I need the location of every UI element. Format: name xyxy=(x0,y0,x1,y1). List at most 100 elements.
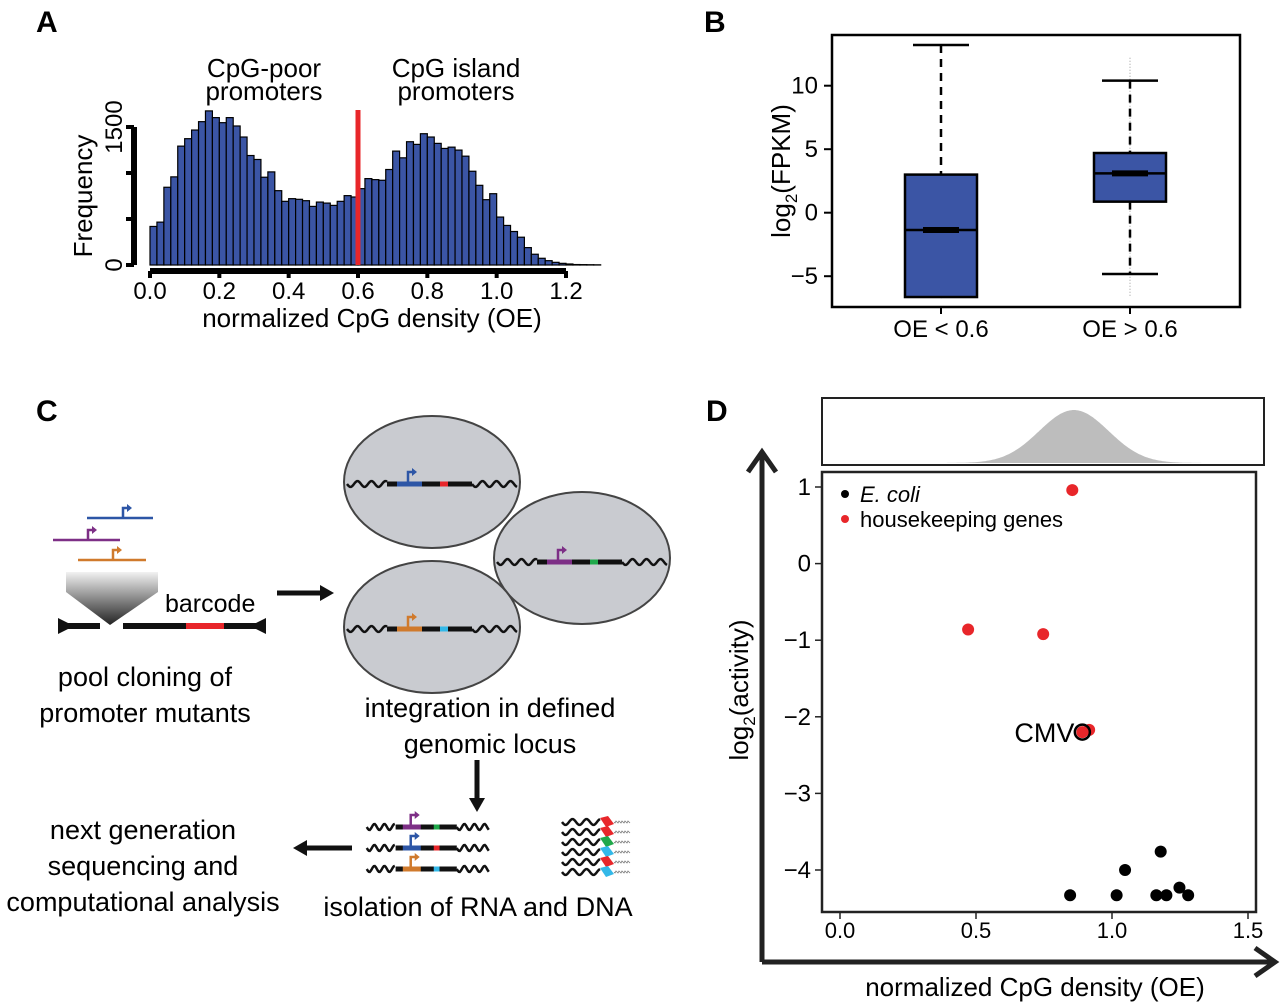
histogram-bar xyxy=(530,253,539,266)
histogram-bar xyxy=(156,221,165,266)
box xyxy=(1092,151,1168,203)
promoter-arrowhead xyxy=(414,832,420,840)
histogram-bar xyxy=(371,179,380,266)
histogram-bar xyxy=(281,200,290,266)
genomic-dna-right xyxy=(621,557,668,567)
rna-molecule xyxy=(561,847,601,857)
histogram-bar xyxy=(260,176,269,266)
histogram-bar xyxy=(392,150,401,266)
histogram-bar xyxy=(211,117,220,266)
histogram-bar xyxy=(489,193,498,266)
histogram-bar xyxy=(516,236,526,266)
histogram-bar xyxy=(482,199,491,266)
promoter-library xyxy=(53,504,153,562)
histogram-bar xyxy=(225,117,234,266)
histogram-bar xyxy=(253,158,262,266)
ecoli-point xyxy=(1110,889,1123,902)
histogram-bar xyxy=(197,121,207,266)
annotation-cpg-island: CpG island xyxy=(392,53,521,83)
genomic-dna-left xyxy=(346,624,388,634)
polya-tail xyxy=(613,830,631,834)
genomic-dna-right xyxy=(455,864,490,874)
step2-caption-line1: integration in defined xyxy=(365,693,616,723)
histogram-bar xyxy=(544,260,553,266)
histogram-bar xyxy=(329,204,338,266)
histogram-bar xyxy=(447,146,456,266)
y-tick-label: 1 xyxy=(798,474,811,501)
rna-molecule xyxy=(561,817,601,827)
x-tick-label: 0.8 xyxy=(411,278,444,305)
arrow-down-icon xyxy=(469,760,485,812)
promoter-arrowhead xyxy=(412,613,417,621)
polya-tail xyxy=(613,820,631,824)
barcode-label: barcode xyxy=(165,590,255,618)
promoter-arrowhead xyxy=(414,811,420,819)
rna-barcode-tag xyxy=(600,826,614,837)
histogram-bar xyxy=(177,145,186,266)
promoter-flag-icon xyxy=(409,813,416,825)
y-axis-label: log2(FPKM) xyxy=(766,104,801,238)
cmv-marker xyxy=(1073,723,1092,741)
arrow-right-icon xyxy=(277,585,334,601)
x-tick-label: 0.2 xyxy=(203,278,236,305)
x-tick-label: 0.4 xyxy=(272,278,305,305)
legend-marker-ecoli xyxy=(841,490,849,498)
x-axis-label: normalized CpG density (OE) xyxy=(865,972,1205,1002)
rna-molecule xyxy=(561,827,601,837)
histogram-bar xyxy=(191,129,200,266)
ecoli-point xyxy=(1173,881,1186,894)
histogram-bar xyxy=(509,230,519,266)
genomic-dna-left xyxy=(365,864,396,874)
promoter-flag-icon xyxy=(406,615,413,627)
histogram-bar xyxy=(523,247,532,266)
ecoli-point xyxy=(1154,845,1167,858)
histogram-bar xyxy=(267,171,276,266)
panel-label-b: B xyxy=(704,6,726,39)
promoter-flag-icon xyxy=(121,506,128,518)
rna-barcode-tag xyxy=(600,816,614,827)
histogram-bar xyxy=(385,168,394,266)
housekeeping-point xyxy=(1076,726,1089,739)
boxplot-panel: log2(FPKM) −5 0 5 10 OE < 0.6 OE > 0.6 xyxy=(766,33,1242,343)
step2-caption-line2: genomic locus xyxy=(404,729,577,759)
y-axis-label: Frequency xyxy=(68,135,98,258)
histogram-bar xyxy=(204,110,213,266)
x-tick-label: 1.2 xyxy=(549,278,582,305)
histogram-bar xyxy=(232,125,241,266)
construct xyxy=(365,832,490,853)
polya-tail xyxy=(613,840,631,844)
histogram-bar xyxy=(426,136,435,266)
legend-label-housekeeping: housekeeping genes xyxy=(860,507,1063,532)
category-label: OE < 0.6 xyxy=(893,316,988,343)
panel-label-a: A xyxy=(36,6,58,39)
histogram-bar xyxy=(461,155,470,266)
cell-2 xyxy=(493,491,671,625)
histogram-bar xyxy=(412,143,422,266)
histogram-bar xyxy=(184,138,193,266)
housekeeping-point xyxy=(962,623,975,636)
promoter-flag-icon xyxy=(409,855,416,867)
promoter-arrowhead xyxy=(92,526,97,534)
histogram-bar xyxy=(558,262,567,266)
x-tick-label: 0.6 xyxy=(341,278,374,305)
ecoli-point xyxy=(1064,889,1077,902)
histogram-bar xyxy=(503,224,512,266)
cmv-label: CMV xyxy=(1014,718,1074,748)
histogram-bar xyxy=(405,141,415,266)
histogram-bar xyxy=(301,200,311,266)
rna-molecule xyxy=(561,857,601,867)
promoter-flag-icon xyxy=(111,548,118,560)
x-tick-label: 1.5 xyxy=(1233,918,1264,943)
step4-caption-line3: computational analysis xyxy=(6,887,279,917)
histogram-bar xyxy=(551,261,560,266)
histogram-bar xyxy=(419,133,428,266)
histogram-bar xyxy=(288,198,297,266)
histogram-bar xyxy=(315,201,324,266)
histogram-bar xyxy=(149,225,158,266)
promoter-arrowhead xyxy=(414,853,420,861)
promoter-flag-icon xyxy=(409,834,416,846)
legend-marker-housekeeping xyxy=(841,515,849,523)
y-tick-label: 0 xyxy=(805,200,818,227)
x-tick-label: 0.0 xyxy=(133,278,166,305)
arrow-left-icon xyxy=(293,840,352,856)
